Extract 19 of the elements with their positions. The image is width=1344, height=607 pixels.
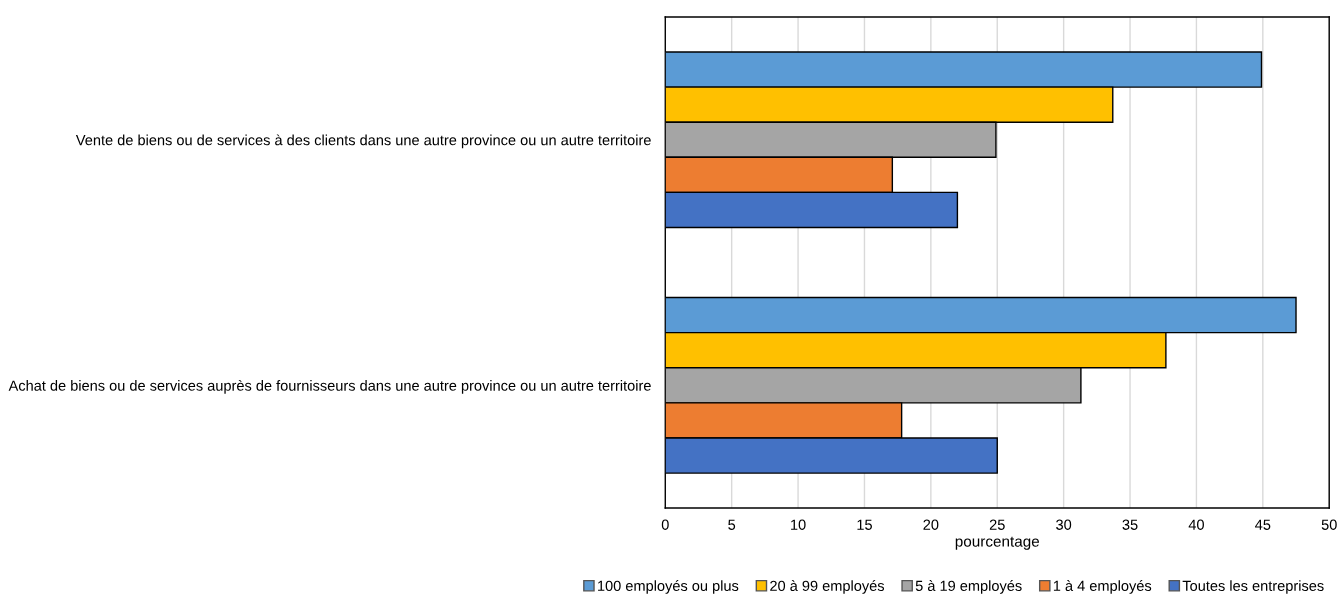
y-tick-label: Achat de biens ou de services auprès de fournisseurs dans une autre province ou un autre territoire — [8, 379, 651, 394]
x-tick-label: 45 — [1255, 519, 1271, 530]
x-tick-label: 5 — [728, 519, 736, 530]
x-tick-label: 10 — [791, 519, 806, 530]
x-tick-label: 50 — [1321, 519, 1337, 530]
legend-label: 100 employés ou plus — [598, 580, 739, 594]
x-tick-label: 15 — [857, 519, 872, 530]
x-tick-label: 35 — [1122, 519, 1138, 530]
x-tick-label: 40 — [1188, 519, 1204, 530]
y-tick-label: Vente de biens ou de services à des clients dans une autre province ou un autre territoire — [75, 134, 651, 149]
x-axis-title: pourcentage — [955, 536, 1040, 550]
legend-label: 5 à 19 employés — [915, 580, 1022, 594]
x-tick-label: 30 — [1056, 519, 1072, 530]
x-tick-label: 0 — [661, 519, 669, 530]
legend-label: Toutes les entreprises — [1182, 580, 1324, 594]
legend-label: 20 à 99 employés — [770, 580, 885, 594]
x-tick-label: 25 — [989, 519, 1005, 530]
x-tick-label: 20 — [923, 519, 939, 530]
legend-label: 1 à 4 employés — [1053, 580, 1152, 594]
